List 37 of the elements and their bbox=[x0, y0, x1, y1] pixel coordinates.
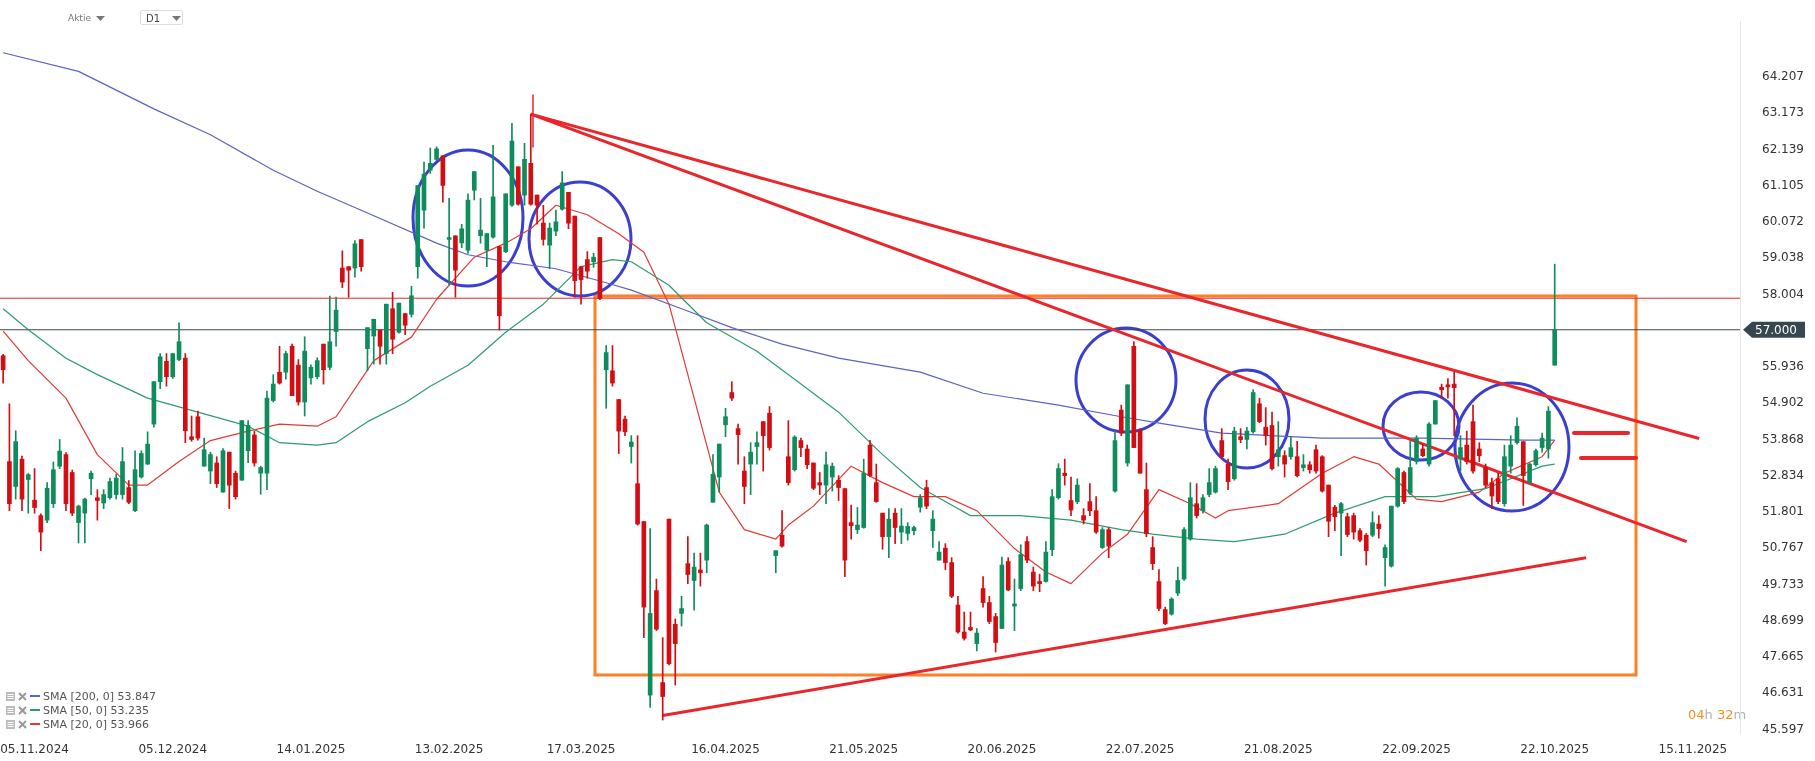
y-tick-label: 60.072 bbox=[1762, 214, 1804, 229]
x-tick-label: 21.05.2025 bbox=[829, 742, 899, 757]
x-tick-label: 22.10.2025 bbox=[1520, 742, 1590, 757]
y-tick-label: 61.105 bbox=[1762, 177, 1804, 192]
x-tick-label: 13.02.2025 bbox=[414, 742, 484, 757]
y-tick-label: 54.902 bbox=[1762, 395, 1804, 410]
legend-label: SMA [50, 0] 53.235 bbox=[43, 703, 150, 717]
legend-label: SMA [20, 0] 53.966 bbox=[43, 717, 150, 731]
chart-subtitle: Aktie bbox=[68, 13, 91, 23]
y-tick-label: 47.665 bbox=[1762, 649, 1804, 664]
y-tick-label: 62.139 bbox=[1762, 141, 1804, 156]
y-tick-label: 48.699 bbox=[1762, 612, 1804, 627]
x-tick-label: 20.06.2025 bbox=[967, 742, 1037, 757]
x-tick-label: 16.04.2025 bbox=[691, 742, 760, 757]
y-tick-label: 45.597 bbox=[1762, 721, 1804, 736]
y-tick-label: 53.868 bbox=[1762, 431, 1804, 446]
y-tick-label: 63.173 bbox=[1762, 105, 1804, 120]
x-tick-label: 17.03.2025 bbox=[546, 742, 616, 757]
y-tick-label: 52.834 bbox=[1762, 467, 1804, 482]
y-tick-label: 59.038 bbox=[1762, 250, 1804, 265]
annotation: D1 bbox=[146, 13, 161, 24]
y-tick-label: 64.207 bbox=[1762, 69, 1804, 84]
x-tick-label: 05.12.2024 bbox=[138, 742, 208, 757]
x-tick-label: 14.01.2025 bbox=[276, 742, 346, 757]
x-tick-label: 15.11.2025 bbox=[1658, 742, 1728, 757]
y-tick-label: 50.767 bbox=[1762, 540, 1804, 555]
y-tick-label: 55.936 bbox=[1762, 359, 1804, 374]
x-tick-label: 22.07.2025 bbox=[1105, 742, 1175, 757]
y-tick-label: 58.004 bbox=[1762, 286, 1804, 301]
y-tick-label: 46.631 bbox=[1762, 685, 1804, 700]
x-tick-label: 22.09.2025 bbox=[1382, 742, 1451, 757]
y-tick-label: 49.733 bbox=[1762, 576, 1804, 591]
y-tick-label: 51.801 bbox=[1762, 504, 1804, 519]
x-tick-label: 21.08.2025 bbox=[1243, 742, 1313, 757]
legend-label: SMA [200, 0] 53.847 bbox=[43, 689, 157, 703]
x-tick-label: 05.11.2024 bbox=[0, 742, 69, 757]
ref-line-label: 57.000 bbox=[1755, 322, 1797, 337]
